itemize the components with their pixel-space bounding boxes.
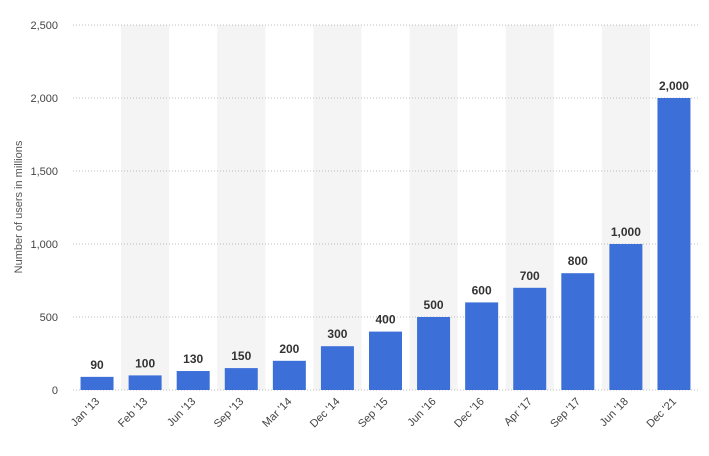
data-label: 100 <box>135 356 155 370</box>
y-tick-label: 1,000 <box>30 239 58 251</box>
data-label: 600 <box>472 283 492 297</box>
x-axis-ticks: Jan '13 Feb '13 Jun '13 Sep '13 Mar '14 Dec '… <box>69 396 679 431</box>
data-label: 1,000 <box>611 225 641 239</box>
bar <box>369 331 402 390</box>
bar <box>465 302 499 390</box>
x-tick-label: Apr '17 <box>502 396 535 429</box>
y-axis-title: Number of users in millions <box>13 140 25 273</box>
y-tick-label: 2,000 <box>30 93 58 105</box>
bar <box>513 287 547 390</box>
data-labels: 90 100 130 150 200 300 400 500 600 700 800 1,000 2,0… <box>90 79 689 372</box>
data-label: 800 <box>568 254 588 268</box>
x-tick-label: Dec '21 <box>644 396 679 431</box>
data-label: 150 <box>231 349 251 363</box>
x-tick-label: Jun '18 <box>598 396 631 429</box>
data-label: 300 <box>327 327 347 341</box>
x-tick-label: Sep '15 <box>356 396 391 431</box>
data-label: 200 <box>279 342 299 356</box>
y-axis-ticks: 0 500 1,000 1,500 2,000 2,500 <box>30 20 58 397</box>
data-label: 700 <box>520 269 540 283</box>
x-tick-label: Dec '16 <box>452 396 487 431</box>
bar <box>224 368 258 390</box>
y-tick-label: 0 <box>52 385 58 397</box>
x-tick-label: Sep '17 <box>548 396 583 431</box>
data-label: 2,000 <box>659 79 689 93</box>
data-label: 130 <box>183 352 203 366</box>
bar <box>417 317 451 390</box>
x-tick-label: Dec '14 <box>308 396 343 431</box>
x-tick-label: Feb '13 <box>116 396 150 430</box>
y-tick-label: 500 <box>40 312 58 324</box>
bar <box>176 371 210 390</box>
column-band <box>121 25 170 390</box>
bar <box>609 244 643 390</box>
x-tick-label: Jun '16 <box>405 396 438 429</box>
column-band <box>217 25 266 390</box>
bar <box>561 273 595 390</box>
bar <box>80 376 114 390</box>
bar <box>128 375 162 390</box>
y-tick-label: 1,500 <box>30 166 58 178</box>
data-label: 500 <box>424 298 444 312</box>
column-band <box>313 25 362 390</box>
x-tick-label: Jan '13 <box>69 396 102 429</box>
bar <box>657 98 691 390</box>
x-tick-label: Sep '13 <box>212 396 247 431</box>
bars <box>80 98 691 390</box>
x-tick-label: Jun '13 <box>165 396 198 429</box>
x-tick-label: Mar '14 <box>260 396 294 430</box>
data-label: 90 <box>90 358 104 372</box>
y-tick-label: 2,500 <box>30 20 58 32</box>
data-label: 400 <box>375 313 395 327</box>
bar <box>320 346 354 390</box>
bar <box>272 360 306 390</box>
